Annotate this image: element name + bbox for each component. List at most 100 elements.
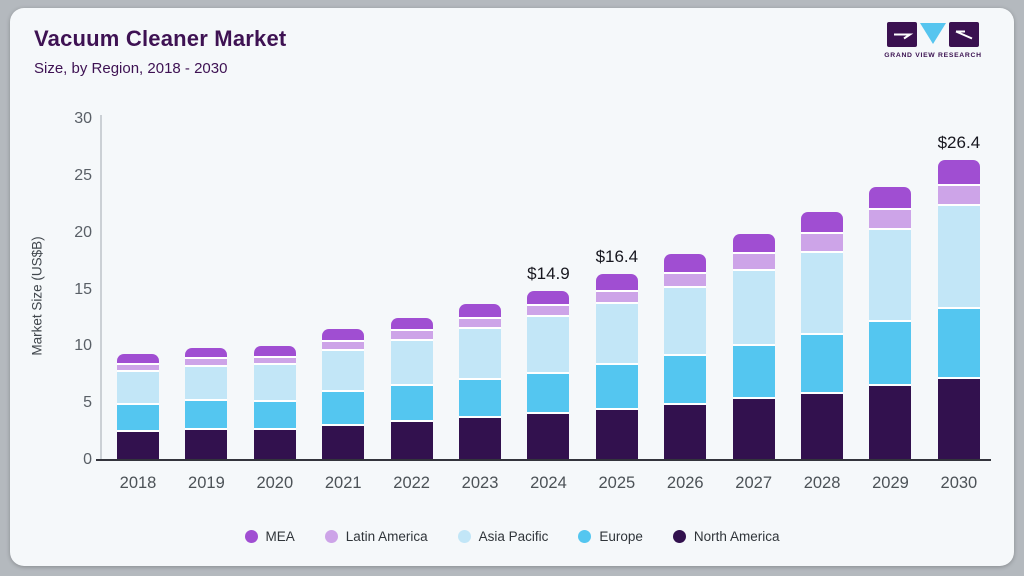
x-axis-line <box>96 459 991 461</box>
value-label-2030: $26.4 <box>937 132 981 152</box>
segment-europe-2027 <box>732 344 775 398</box>
bar-stack <box>595 273 638 460</box>
x-tick-2028: 2028 <box>803 474 841 492</box>
segment-latin-america-2030 <box>937 183 980 205</box>
segment-mea-2023 <box>459 304 502 317</box>
legend-item-north-america: North America <box>672 529 779 544</box>
x-tick-2023: 2023 <box>461 474 499 492</box>
legend-label-europe: Europe <box>599 529 643 544</box>
x-tick-2029: 2029 <box>872 474 909 492</box>
segment-north-america-2025 <box>595 408 638 460</box>
segment-asia-pacific-2029 <box>869 228 912 321</box>
bar-2026: 2026 <box>664 119 707 492</box>
segment-mea-2024 <box>527 290 570 304</box>
segment-latin-america-2029 <box>869 207 912 229</box>
bar-2021: 2021 <box>322 119 365 492</box>
segment-latin-america-2027 <box>732 252 775 270</box>
segment-latin-america-2028 <box>801 231 844 251</box>
segment-north-america-2022 <box>390 420 433 460</box>
bar-2030: 2030 $26.4 <box>937 119 981 492</box>
segment-europe-2018 <box>117 403 159 431</box>
segment-europe-2024 <box>527 371 570 413</box>
bar-2023: 2023 <box>459 119 502 492</box>
value-label-2024: $14.9 <box>527 263 570 283</box>
segment-europe-2030 <box>937 306 980 378</box>
segment-asia-pacific-2025 <box>595 302 638 364</box>
segment-mea-2018 <box>117 354 159 364</box>
legend-item-latin-america: Latin America <box>324 529 428 544</box>
bar-stack <box>801 212 844 460</box>
value-label-2025: $16.4 <box>595 246 639 266</box>
y-axis-line <box>100 115 102 460</box>
legend-label-asia-pacific: Asia Pacific <box>478 529 549 544</box>
legend-dot-latin-america <box>324 530 338 543</box>
segment-north-america-2027 <box>732 397 775 460</box>
infographic-card: Vacuum Cleaner Market Size, by Region, 2… <box>10 8 1014 566</box>
segment-latin-america-2024 <box>527 303 570 316</box>
page-subtitle: Size, by Region, 2018 - 2030 <box>34 60 228 77</box>
segment-asia-pacific-2018 <box>117 370 159 404</box>
segment-asia-pacific-2024 <box>527 315 570 372</box>
segment-mea-2019 <box>185 347 228 358</box>
y-tick-5: 5 <box>83 394 92 412</box>
segment-mea-2027 <box>732 233 775 252</box>
segment-latin-america-2018 <box>117 363 159 371</box>
legend-dot-europe <box>578 530 592 543</box>
gvr-v-icon <box>920 23 946 44</box>
segment-north-america-2024 <box>527 412 570 460</box>
segment-asia-pacific-2026 <box>664 285 707 354</box>
x-tick-2020: 2020 <box>256 474 294 492</box>
bar-stack <box>253 346 296 460</box>
segment-asia-pacific-2027 <box>732 269 775 345</box>
segment-europe-2029 <box>869 320 912 384</box>
bar-2018: 2018 <box>117 119 159 492</box>
x-tick-2030: 2030 <box>940 474 978 492</box>
legend-item-mea: MEA <box>244 529 295 544</box>
segment-north-america-2021 <box>322 423 365 460</box>
legend-dot-mea <box>244 530 258 543</box>
x-tick-2019: 2019 <box>188 474 225 492</box>
segment-north-america-2030 <box>937 377 980 460</box>
segment-mea-2022 <box>390 317 433 330</box>
segment-mea-2025 <box>595 273 638 291</box>
bar-stack <box>937 159 980 460</box>
segment-mea-2021 <box>322 329 365 341</box>
segment-mea-2028 <box>801 212 844 232</box>
segment-mea-2020 <box>253 346 296 357</box>
bar-2020: 2020 <box>253 119 296 492</box>
segment-latin-america-2019 <box>185 357 228 366</box>
y-tick-10: 10 <box>74 337 92 355</box>
bar-2028: 2028 <box>801 119 844 492</box>
x-tick-2021: 2021 <box>324 474 362 492</box>
y-axis-title: Market Size (US$B) <box>29 236 45 356</box>
segment-mea-2029 <box>869 187 912 208</box>
bar-stack <box>390 317 433 460</box>
segment-north-america-2029 <box>869 383 912 460</box>
y-axis-ticks: 0 5 10 15 20 25 30 <box>44 110 92 468</box>
segment-north-america-2019 <box>185 428 228 460</box>
bar-stack <box>732 233 775 460</box>
segment-north-america-2018 <box>117 430 159 460</box>
segment-asia-pacific-2022 <box>390 338 433 385</box>
legend-item-europe: Europe <box>578 529 643 544</box>
segment-asia-pacific-2023 <box>459 327 502 379</box>
bar-2019: 2019 <box>185 119 228 492</box>
gvr-r-icon <box>949 22 979 47</box>
y-tick-20: 20 <box>74 223 92 241</box>
x-tick-2026: 2026 <box>666 474 704 492</box>
bar-2029: 2029 <box>869 119 912 492</box>
legend-item-asia-pacific: Asia Pacific <box>457 529 549 544</box>
segment-europe-2028 <box>801 332 844 392</box>
bar-stack <box>527 290 570 460</box>
bar-stack <box>185 347 228 460</box>
segment-europe-2023 <box>459 378 502 417</box>
legend: MEA Latin America Asia Pacific Europe North … <box>10 529 1014 544</box>
gvr-g-icon <box>887 22 917 47</box>
x-tick-2027: 2027 <box>735 474 773 492</box>
page-title: Vacuum Cleaner Market <box>34 26 287 51</box>
bar-2022: 2022 <box>390 119 433 492</box>
segment-asia-pacific-2030 <box>937 204 980 307</box>
plot-area: 2018 2019 2020 2021 2022 2023 2024 $14.9 2025 $16… <box>96 115 991 492</box>
grand-view-research-logo: GRAND VIEW RESEARCH <box>882 22 984 59</box>
segment-latin-america-2023 <box>459 316 502 328</box>
